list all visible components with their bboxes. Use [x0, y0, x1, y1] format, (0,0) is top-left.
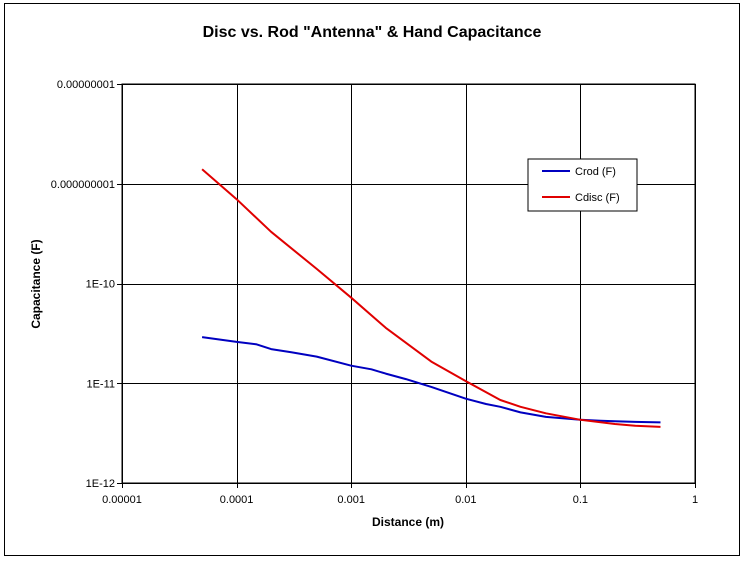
- plot-border: [121, 83, 696, 484]
- x-tick-label-5: 1: [692, 494, 698, 506]
- chart-title: Disc vs. Rod "Antenna" & Hand Capacitanc…: [203, 24, 542, 41]
- plot-area: [121, 83, 696, 484]
- x-tick-label-4: 0.1: [573, 494, 588, 506]
- y-tick-label-4: 0.00000001: [57, 79, 115, 91]
- x-tick-label-2: 0.001: [337, 494, 365, 506]
- legend-label-cdisc: Cdisc (F): [575, 192, 620, 204]
- x-axis-label: Distance (m): [372, 515, 444, 529]
- y-tick-label-3: 0.000000001: [51, 179, 115, 191]
- x-tick-labels: 0.00001 0.0001 0.001 0.01 0.1 1: [102, 494, 698, 506]
- y-tick-label-1: 1E-11: [86, 378, 115, 390]
- legend-label-crod: Crod (F): [575, 166, 616, 178]
- y-tick-label-0: 1E-12: [86, 478, 115, 490]
- y-tick-label-2: 1E-10: [86, 279, 115, 291]
- legend: Crod (F) Cdisc (F): [527, 158, 638, 212]
- legend-box: [527, 158, 638, 212]
- x-tick-label-0: 0.00001: [102, 494, 142, 506]
- x-tick-label-1: 0.0001: [220, 494, 254, 506]
- series-lines: [201, 168, 661, 428]
- x-tick-label-3: 0.01: [455, 494, 476, 506]
- series-line-cdisc: [201, 168, 661, 428]
- y-axis-label: Capacitance (F): [29, 239, 43, 328]
- y-tick-labels: 1E-12 1E-11 1E-10 0.000000001 0.00000001: [51, 79, 115, 490]
- gridlines: [117, 84, 696, 488]
